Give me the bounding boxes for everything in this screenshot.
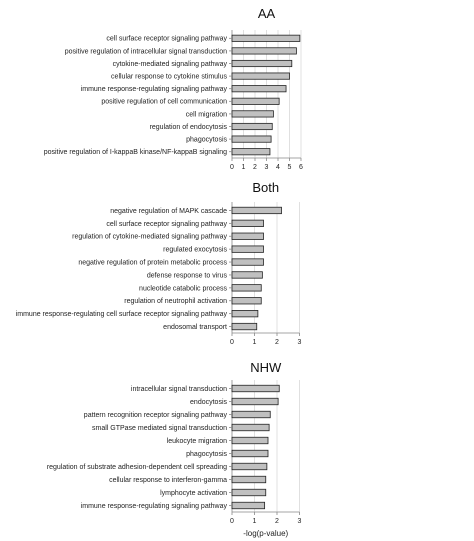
category-label: immune response-regulating signaling pat…: [81, 86, 228, 93]
category-label: regulation of cytokine-mediated signalin…: [72, 234, 227, 241]
category-label: phagocytosis: [186, 137, 227, 144]
bar: [231, 72, 290, 80]
category-label: intracellular signal transduction: [131, 386, 227, 393]
x-tick-label: 4: [276, 164, 280, 171]
bar: [231, 449, 269, 458]
bar: [231, 322, 258, 331]
x-tick-label: 1: [242, 164, 246, 171]
bar: [231, 310, 259, 318]
category-label: immune response-regulating cell surface …: [16, 311, 228, 318]
category-label: negative regulation of protein metabolic…: [78, 259, 227, 266]
bar: [231, 436, 269, 445]
bar: [231, 397, 279, 406]
category-label: cell surface receptor signaling pathway: [106, 221, 227, 228]
category-label: regulation of neutrophil activation: [124, 298, 227, 305]
category-label: regulated exocytosis: [163, 247, 227, 254]
x-tick-label: 5: [288, 164, 292, 171]
category-label: nucleotide catabolic process: [139, 285, 227, 292]
bar: [231, 47, 297, 55]
x-tick-label: 1: [253, 339, 257, 346]
panel-title: AA: [258, 6, 276, 21]
x-tick-label: 3: [265, 164, 269, 171]
bar: [231, 410, 271, 419]
x-tick-label: 2: [275, 339, 279, 346]
panel-title: Both: [252, 180, 279, 195]
category-label: lymphocyte activation: [160, 490, 227, 497]
category-label: defense response to virus: [147, 272, 228, 279]
category-label: phagocytosis: [186, 451, 227, 458]
bar: [231, 34, 301, 42]
category-label: negative regulation of MAPK cascade: [110, 208, 227, 215]
bar: [231, 135, 272, 143]
category-label: positive regulation of cell communicatio…: [101, 99, 227, 106]
bar: [231, 284, 262, 292]
x-tick-label: 0: [230, 518, 234, 525]
x-tick-label: 2: [253, 164, 257, 171]
category-label: leukocyte migration: [167, 438, 227, 445]
bar: [231, 122, 273, 131]
x-tick-label: 0: [230, 339, 234, 346]
category-label: cellular response to interferon-gamma: [109, 477, 227, 484]
bar: [231, 423, 270, 432]
category-label: cellular response to cytokine stimulus: [111, 74, 227, 81]
category-label: regulation of endocytosis: [150, 124, 228, 131]
bar: [231, 258, 264, 266]
bar: [231, 488, 267, 497]
category-label: endosomal transport: [163, 324, 227, 331]
x-tick-label: 3: [298, 518, 302, 525]
category-label: cell migration: [186, 111, 227, 118]
bar: [231, 245, 264, 253]
panel-2: NHW intracellular signal transduction endo…: [47, 360, 302, 538]
bar: [231, 297, 262, 305]
bar: [231, 384, 280, 393]
bar: [231, 97, 280, 105]
x-tick-label: 2: [275, 518, 279, 525]
bar: [231, 219, 264, 227]
category-label: immune response-regulating signaling pat…: [81, 503, 228, 510]
x-tick-label: 0: [230, 164, 234, 171]
x-axis-title: -log(p-value): [243, 529, 288, 538]
x-tick-label: 3: [298, 339, 302, 346]
category-label: small GTPase mediated signal transductio…: [92, 425, 227, 432]
category-label: pattern recognition receptor signaling p…: [84, 412, 228, 419]
x-tick-label: 6: [299, 164, 303, 171]
category-label: regulation of substrate adhesion-depende…: [47, 464, 227, 471]
bar: [231, 501, 266, 510]
category-label: positive regulation of intracellular sig…: [65, 48, 227, 55]
panel-1: Both negative regulation of MAPK cascade c…: [16, 180, 302, 346]
x-tick-label: 1: [253, 518, 257, 525]
bar: [231, 85, 287, 93]
category-label: endocytosis: [190, 399, 227, 406]
panel-title: NHW: [250, 360, 282, 375]
bar: [231, 232, 264, 240]
bar: [231, 475, 267, 484]
bar: [231, 59, 293, 68]
category-label: positive regulation of I-kappaB kinase/N…: [44, 149, 227, 156]
bar: [231, 110, 274, 118]
bar: [231, 462, 268, 471]
bar: [231, 148, 271, 156]
category-label: cytokine-mediated signaling pathway: [113, 61, 228, 68]
category-label: cell surface receptor signaling pathway: [106, 36, 227, 43]
bar: [231, 206, 282, 215]
bar: [231, 271, 263, 279]
panel-0: AA cell surface receptor signaling pathwa…: [44, 6, 303, 171]
